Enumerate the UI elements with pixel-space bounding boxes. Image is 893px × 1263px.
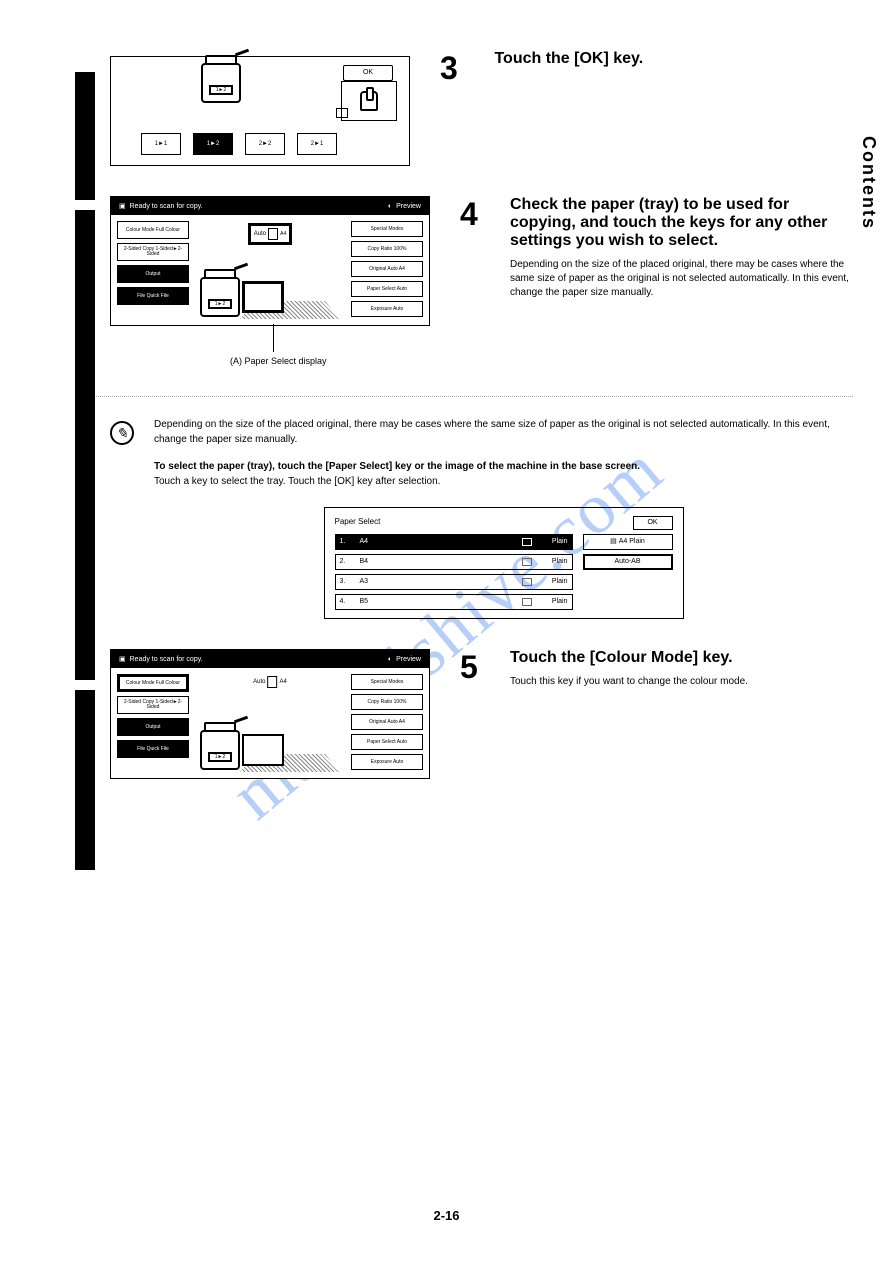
original-button[interactable]: Original Auto A4	[351, 261, 423, 277]
paper-indicator: AutoA4	[248, 223, 292, 245]
paper-select-button[interactable]: Paper Select Auto	[351, 281, 423, 297]
option-2-1[interactable]: 2►1	[297, 133, 337, 155]
exposure-button[interactable]: Exposure Auto	[351, 301, 423, 317]
step5-body: Touch this key if you want to change the…	[510, 675, 748, 689]
lcd-status: Ready to scan for copy.	[130, 203, 203, 210]
file-button[interactable]: File Quick File	[117, 740, 189, 758]
ok-button[interactable]: OK	[343, 65, 393, 81]
step-5: ▣ Ready to scan for copy. ◐ Preview Colour…	[90, 649, 853, 779]
paper-select-panel: Paper Select OK 1.A4Plain 2.B4Plain 3.A3P…	[324, 507, 684, 619]
note-bold: To select the paper (tray), touch the [P…	[154, 461, 640, 472]
tray-2[interactable]: 2.B4Plain	[335, 554, 573, 570]
step4-body: Depending on the size of the placed orig…	[510, 258, 853, 300]
tray-3[interactable]: 3.A3Plain	[335, 574, 573, 590]
category-tab: Contents	[858, 136, 879, 230]
2sided-button[interactable]: 2-Sided Copy 1-Sided►2-Sided	[117, 243, 189, 261]
special-modes-button[interactable]: Special Modes	[351, 674, 423, 690]
copy-icon: ▣	[119, 655, 126, 663]
separator	[90, 396, 853, 397]
step3-title: Touch the [OK] key.	[494, 50, 643, 68]
step-marker	[75, 72, 95, 200]
tray-4[interactable]: 4.B5Plain	[335, 594, 573, 610]
step-number: 3	[440, 50, 480, 87]
step-number: 4	[460, 196, 500, 300]
colour-mode-button[interactable]: Colour Mode Full Colour	[117, 674, 189, 692]
bypass-icon: ▤	[610, 537, 617, 548]
2sided-button[interactable]: 2-Sided Copy 1-Sided►2-Sided	[117, 696, 189, 714]
output-button[interactable]: Output	[117, 265, 189, 283]
note-block: ✎ Depending on the size of the placed or…	[110, 417, 853, 619]
option-2-2[interactable]: 2►2	[245, 133, 285, 155]
note-para2: Touch a key to select the tray. Touch th…	[154, 474, 853, 489]
machine-image[interactable]	[242, 734, 284, 766]
note-para1: Depending on the size of the placed orig…	[154, 417, 853, 447]
step-4: ▣ Ready to scan for copy. ◐ Preview Colour…	[90, 196, 853, 366]
exposure-button[interactable]: Exposure Auto	[351, 754, 423, 770]
paper-select-button[interactable]: Paper Select Auto	[351, 734, 423, 750]
step-number: 5	[460, 649, 500, 689]
auto-button[interactable]: Auto-AB	[583, 554, 673, 570]
step5-lcd: ▣ Ready to scan for copy. ◐ Preview Colour…	[110, 649, 430, 779]
step-3: 1►2 OK 1►1 1►2 2►2 2►1 3 Touch the [OK] …	[90, 50, 853, 166]
tray-1[interactable]: 1.A4Plain	[335, 534, 573, 550]
step-marker	[75, 210, 95, 680]
preview-icon: ◐	[388, 203, 392, 210]
step-marker	[75, 690, 95, 870]
step4-title: Check the paper (tray) to be used for co…	[510, 196, 853, 250]
lcd-preview: Preview	[396, 203, 421, 210]
copy-ratio-button[interactable]: Copy Ratio 100%	[351, 694, 423, 710]
step5-title: Touch the [Colour Mode] key.	[510, 649, 748, 667]
output-button[interactable]: Output	[117, 718, 189, 736]
original-button[interactable]: Original Auto A4	[351, 714, 423, 730]
pointer-caption-a: (A) Paper Select display	[230, 356, 430, 366]
colour-mode-button[interactable]: Colour Mode Full Colour	[117, 221, 189, 239]
touch-hand-icon	[341, 81, 397, 121]
special-modes-button[interactable]: Special Modes	[351, 221, 423, 237]
panel-title: Paper Select	[335, 516, 381, 530]
ok-button[interactable]: OK	[633, 516, 673, 530]
step4-lcd: ▣ Ready to scan for copy. ◐ Preview Colour…	[110, 196, 430, 326]
option-1-2[interactable]: 1►2	[193, 133, 233, 155]
step3-panel: 1►2 OK 1►1 1►2 2►2 2►1	[110, 56, 410, 166]
note-icon: ✎	[110, 421, 134, 445]
lcd-status: Ready to scan for copy.	[130, 656, 203, 663]
page-number: 2-16	[433, 1208, 459, 1223]
copy-ratio-button[interactable]: Copy Ratio 100%	[351, 241, 423, 257]
option-1-1[interactable]: 1►1	[141, 133, 181, 155]
bypass-tray[interactable]: ▤ A4 Plain	[583, 534, 673, 550]
machine-image[interactable]	[242, 281, 284, 313]
file-button[interactable]: File Quick File	[117, 287, 189, 305]
lcd-preview: Preview	[396, 656, 421, 663]
copy-icon: ▣	[119, 202, 126, 210]
preview-icon: ◐	[388, 656, 392, 663]
